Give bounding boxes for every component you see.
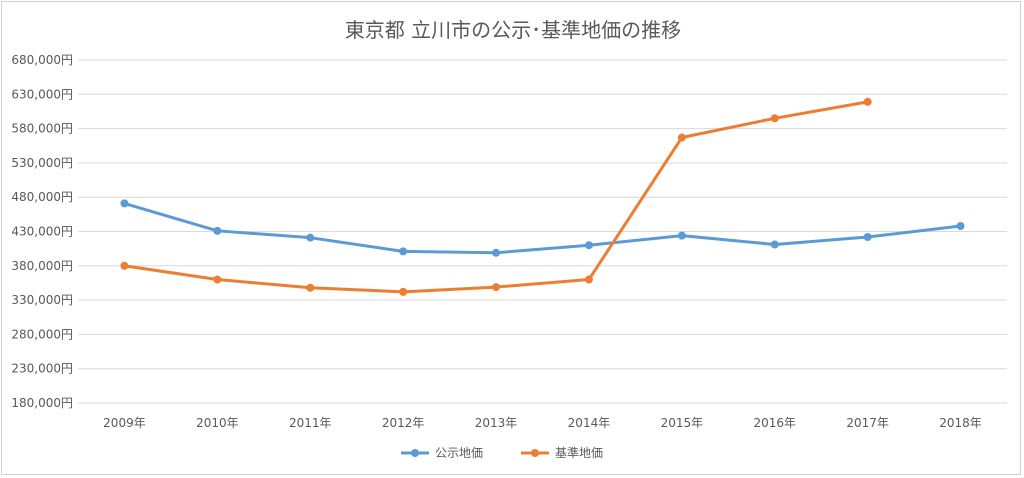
data-point xyxy=(956,222,965,231)
data-point xyxy=(213,226,222,235)
data-point xyxy=(770,114,779,123)
data-point xyxy=(584,275,593,284)
legend: 公示地価 基準地価 xyxy=(401,445,603,460)
data-point xyxy=(677,133,686,142)
y-tick-label: 180,000円 xyxy=(11,396,73,410)
chart-title: 東京都 立川市の公示･基準地価の推移 xyxy=(345,18,681,42)
y-tick-label: 630,000円 xyxy=(11,87,73,101)
data-point xyxy=(213,275,222,284)
y-tick-label: 480,000円 xyxy=(11,190,73,204)
data-point xyxy=(863,97,872,106)
x-tick-label: 2012年 xyxy=(382,416,425,430)
x-tick-label: 2018年 xyxy=(939,416,982,430)
data-point xyxy=(584,241,593,250)
legend-item: 公示地価 xyxy=(401,446,483,460)
legend-item: 基準地価 xyxy=(521,445,603,460)
y-tick-label: 330,000円 xyxy=(11,293,73,307)
data-point xyxy=(492,248,501,257)
legend-label: 基準地価 xyxy=(555,445,603,460)
series-2 xyxy=(120,97,872,296)
x-tick-label: 2016年 xyxy=(753,416,796,430)
x-tick-label: 2010年 xyxy=(196,416,239,430)
series-line xyxy=(122,201,963,255)
y-tick-label: 430,000円 xyxy=(11,225,73,239)
x-tick-label: 2017年 xyxy=(846,416,889,430)
data-point xyxy=(306,283,315,292)
series-lines xyxy=(120,97,965,296)
data-point xyxy=(492,283,501,292)
legend-label: 公示地価 xyxy=(435,446,483,460)
legend-swatch-marker xyxy=(531,449,539,457)
x-tick-label: 2011年 xyxy=(289,416,332,430)
x-tick-label: 2014年 xyxy=(568,416,611,430)
series-1 xyxy=(120,199,965,257)
y-tick-label: 230,000円 xyxy=(11,362,73,376)
x-axis-tick-labels: 2009年 2010年 2011年 2012年 2013年 2014年 2015年 2016年… xyxy=(103,416,982,430)
x-tick-label: 2015年 xyxy=(661,416,704,430)
data-point xyxy=(770,240,779,249)
x-tick-label: 2009年 xyxy=(103,416,146,430)
data-point xyxy=(677,231,686,240)
y-tick-label: 380,000円 xyxy=(11,259,73,273)
data-point xyxy=(863,232,872,241)
y-tick-label: 580,000円 xyxy=(11,122,73,136)
x-tick-label: 2013年 xyxy=(475,416,518,430)
data-point xyxy=(120,199,129,208)
y-tick-label: 280,000円 xyxy=(11,327,73,341)
data-point xyxy=(399,247,408,256)
y-axis-tick-labels: 180,000円 230,000円 280,000円 330,000円 380,000円… xyxy=(11,53,73,410)
data-point xyxy=(399,287,408,296)
legend-swatch-marker xyxy=(411,449,419,457)
data-point xyxy=(306,233,315,242)
y-tick-label: 530,000円 xyxy=(11,156,73,170)
y-tick-label: 680,000円 xyxy=(11,53,73,67)
data-point xyxy=(120,261,129,270)
